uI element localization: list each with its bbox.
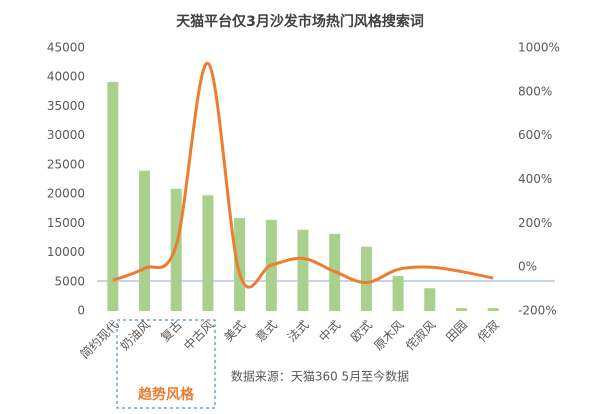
bar bbox=[297, 229, 309, 311]
bar bbox=[107, 81, 119, 311]
x-tick-label: 侘寂风 bbox=[402, 317, 438, 353]
bar bbox=[234, 218, 246, 311]
y-tick-label: 30000 bbox=[47, 128, 85, 142]
chart-title: 天猫平台仅3月沙发市场热门风格搜索词 bbox=[176, 13, 424, 30]
y2-tick-label: 0% bbox=[518, 260, 537, 274]
y-tick-label: 20000 bbox=[47, 187, 85, 201]
y2-tick-label: 800% bbox=[518, 84, 552, 98]
x-tick-label: 欧式 bbox=[348, 318, 375, 345]
y-tick-label: 40000 bbox=[47, 70, 85, 84]
x-tick-label: 奶油风 bbox=[118, 318, 153, 353]
y2-tick-label: 400% bbox=[518, 172, 552, 186]
source: 数据来源：天猫360 5月至今数据 bbox=[231, 369, 409, 384]
y2-tick-label: -200% bbox=[518, 304, 557, 318]
bar bbox=[487, 308, 499, 311]
y2-tick-label: 200% bbox=[518, 216, 552, 230]
y2-tick-label: 1000% bbox=[518, 41, 560, 55]
y-tick-label: 25000 bbox=[47, 157, 85, 171]
x-tick-label: 简约现代 bbox=[77, 317, 122, 362]
bar bbox=[202, 195, 214, 311]
bar bbox=[139, 170, 151, 311]
x-tick-label: 意式 bbox=[252, 317, 280, 345]
x-tick-label: 原木风 bbox=[371, 318, 406, 353]
x-tick-label: 复古 bbox=[157, 317, 185, 345]
y-tick-label: 0 bbox=[77, 304, 85, 318]
bar bbox=[360, 246, 372, 311]
x-tick-label: 美式 bbox=[221, 318, 248, 345]
y-tick-label: 35000 bbox=[47, 99, 85, 113]
x-tick-label: 中古风 bbox=[180, 317, 216, 353]
bar bbox=[424, 288, 436, 311]
y-tick-label: 5000 bbox=[54, 274, 85, 288]
x-tick-label: 法式 bbox=[285, 318, 312, 345]
x-tick-label: 田园 bbox=[443, 318, 470, 345]
y-tick-label: 10000 bbox=[47, 245, 85, 259]
annotation: 趋势风格 bbox=[138, 386, 195, 403]
trend-box bbox=[116, 319, 216, 409]
line bbox=[112, 61, 494, 289]
x-tick-label: 侘寂 bbox=[474, 317, 502, 345]
y-tick-label: 45000 bbox=[47, 41, 85, 55]
bar bbox=[392, 275, 404, 311]
x-tick-label: 中式 bbox=[316, 317, 344, 345]
y2-tick-label: 600% bbox=[518, 128, 552, 142]
y-tick-label: 15000 bbox=[47, 216, 85, 230]
bar bbox=[455, 308, 467, 311]
